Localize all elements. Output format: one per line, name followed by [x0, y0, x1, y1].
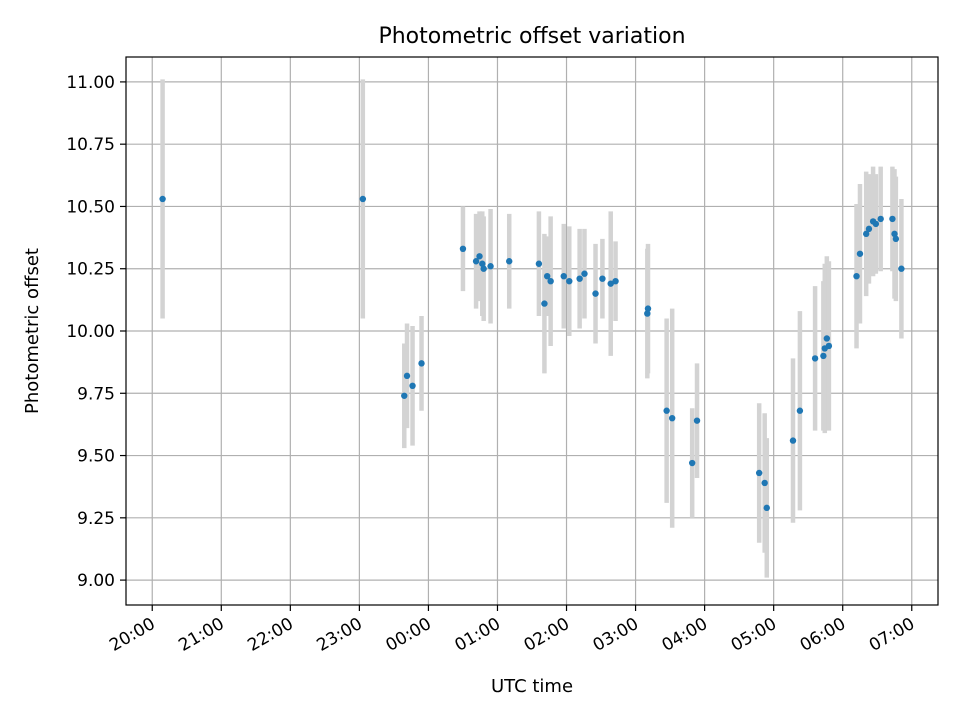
data-point — [796, 407, 804, 414]
data-point — [607, 280, 614, 287]
data-point — [823, 335, 831, 342]
grid-layer — [126, 57, 938, 605]
data-point — [872, 220, 880, 228]
data-point — [877, 215, 884, 223]
data-point — [688, 459, 696, 467]
data-point — [898, 265, 905, 272]
data-point — [853, 273, 860, 280]
data-point — [403, 372, 411, 380]
data-point — [892, 235, 900, 243]
y-tick-label: 9.75 — [77, 384, 115, 404]
y-axis-label: Photometric offset — [22, 248, 43, 414]
x-axis-label: UTC time — [491, 676, 573, 697]
y-tick-label: 10.00 — [66, 322, 115, 342]
y-tick-label: 10.50 — [66, 197, 115, 217]
data-point — [865, 225, 873, 233]
data-point — [663, 407, 670, 414]
data-point — [889, 215, 896, 223]
data-point — [476, 253, 483, 260]
data-point — [472, 258, 480, 265]
data-point — [401, 392, 408, 399]
data-point — [487, 263, 494, 270]
data-point — [459, 245, 467, 252]
data-point — [359, 195, 367, 203]
data-point — [581, 270, 588, 277]
data-point — [612, 277, 619, 285]
y-axis-ticks: 9.00 9.25 9.50 9.75 10.00 10.25 10.50 10.75 11.0… — [66, 73, 126, 591]
data-point — [592, 290, 599, 297]
data-point — [418, 360, 425, 367]
data-point — [891, 230, 898, 238]
data-point — [541, 300, 548, 307]
chart-title: Photometric offset variation — [378, 24, 685, 49]
point-layer — [159, 195, 905, 512]
data-point — [644, 310, 651, 317]
data-point — [543, 273, 551, 280]
data-point — [547, 277, 554, 285]
data-point — [693, 417, 701, 424]
y-tick-label: 10.75 — [66, 135, 115, 155]
data-point — [668, 414, 676, 422]
data-point — [761, 479, 768, 487]
data-point — [576, 275, 583, 282]
data-point — [862, 230, 870, 238]
data-point — [811, 355, 819, 362]
data-point — [755, 469, 763, 477]
data-point — [159, 195, 166, 203]
data-point — [825, 342, 833, 350]
data-point — [479, 260, 486, 267]
data-point — [535, 260, 543, 267]
y-tick-label: 11.00 — [66, 73, 115, 93]
data-point — [480, 265, 487, 272]
data-point — [856, 250, 864, 257]
data-point — [763, 504, 770, 512]
y-tick-label: 9.50 — [77, 447, 115, 467]
data-point — [820, 352, 827, 360]
data-point — [789, 437, 797, 444]
data-point — [506, 258, 513, 265]
data-point — [560, 273, 567, 280]
data-point — [599, 275, 606, 282]
y-tick-label: 9.25 — [77, 509, 115, 529]
data-point — [644, 305, 652, 312]
data-point — [409, 382, 416, 389]
data-point — [566, 277, 573, 285]
y-tick-label: 10.25 — [66, 260, 115, 280]
y-tick-label: 9.00 — [77, 571, 115, 591]
